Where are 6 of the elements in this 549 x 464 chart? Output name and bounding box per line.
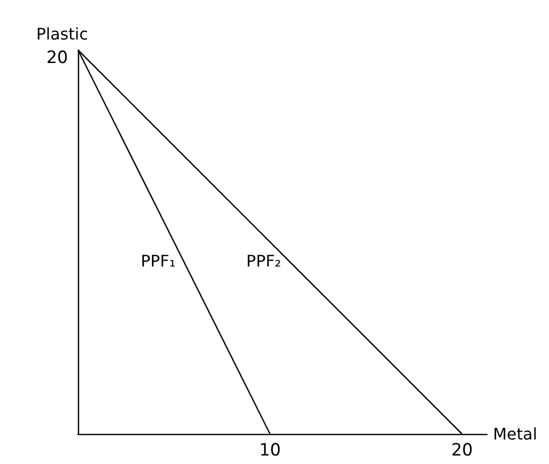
y-axis-title: Plastic xyxy=(36,24,88,44)
series-label: PPF₁ xyxy=(140,252,176,271)
x-axis-title: Metal xyxy=(493,424,538,444)
series-label: PPF₂ xyxy=(246,252,282,271)
x-tick-label: 10 xyxy=(259,440,281,460)
annotation: 20 xyxy=(46,48,68,68)
